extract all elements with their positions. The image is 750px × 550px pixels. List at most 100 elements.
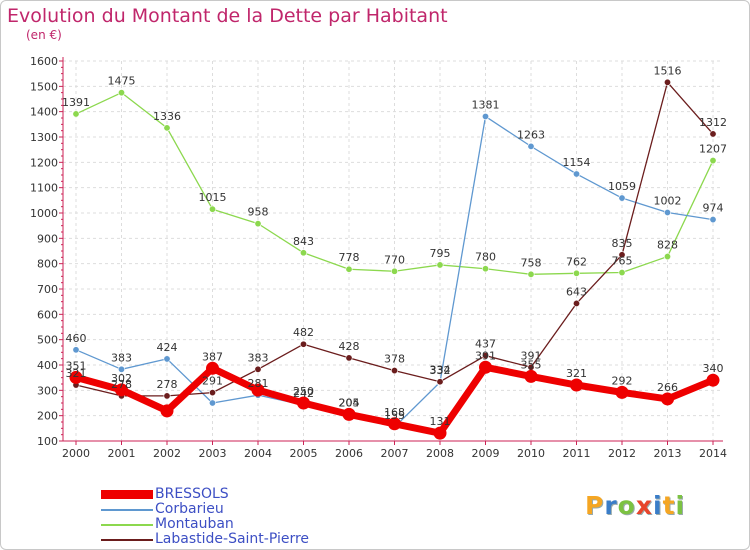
data-label: 383 [248, 351, 269, 364]
data-label: 1312 [699, 116, 727, 129]
data-label: 383 [111, 351, 132, 364]
x-tick-label: 2011 [563, 447, 591, 460]
data-label: 1263 [517, 128, 545, 141]
data-label: 1154 [563, 156, 591, 169]
data-label: 428 [339, 340, 360, 353]
data-point [527, 270, 535, 278]
data-point [436, 378, 444, 386]
chart-title: Evolution du Montant de la Dette par Hab… [7, 5, 448, 27]
data-label: 205 [339, 396, 360, 409]
data-label: 340 [703, 362, 724, 375]
y-tick-label: 1000 [30, 207, 58, 220]
y-tick-label: 800 [37, 258, 58, 271]
data-point [709, 157, 717, 165]
logo-letter: r [604, 491, 618, 520]
logo-letter: i [675, 491, 686, 520]
data-point [481, 352, 489, 360]
y-tick-label: 900 [37, 232, 58, 245]
data-label: 155 [384, 409, 405, 422]
data-point [572, 299, 580, 307]
data-point [527, 142, 535, 150]
data-point [618, 269, 626, 277]
data-label: 391 [521, 349, 542, 362]
data-point [254, 220, 262, 228]
y-tick-label: 500 [37, 334, 58, 347]
y-tick-label: 200 [37, 410, 58, 423]
legend-label: Labastide-Saint-Pierre [155, 531, 310, 547]
data-label: 387 [202, 350, 223, 363]
logo-letter: P [585, 491, 605, 520]
data-label: 762 [566, 255, 587, 268]
y-tick-label: 400 [37, 359, 58, 372]
y-tick-label: 1600 [30, 55, 58, 68]
legend-swatch [101, 524, 153, 526]
data-label: 1336 [153, 110, 181, 123]
data-point [572, 269, 580, 277]
data-point [209, 205, 217, 213]
legend-item: BRESSOLS [101, 487, 361, 503]
data-label: 482 [293, 326, 314, 339]
data-label: 242 [293, 387, 314, 400]
data-point [206, 361, 219, 375]
legend-swatch [101, 509, 153, 511]
data-point [163, 392, 171, 400]
data-point [663, 208, 671, 216]
legend-item: Labastide-Saint-Pierre [101, 532, 361, 548]
data-point [481, 112, 489, 120]
series-montauban [72, 89, 717, 278]
data-label: 1207 [699, 143, 727, 156]
data-label: 302 [111, 372, 132, 385]
data-point [661, 392, 674, 406]
data-point [709, 130, 717, 138]
x-tick-label: 2012 [608, 447, 636, 460]
data-label: 278 [157, 378, 178, 391]
data-label: 1516 [654, 64, 682, 77]
legend-label: Montauban [155, 516, 234, 532]
data-point [524, 369, 538, 383]
data-label: 828 [657, 239, 678, 252]
data-point [481, 265, 489, 273]
data-point [251, 383, 265, 397]
data-label: 1475 [108, 75, 136, 88]
data-point [118, 89, 126, 97]
x-tick-label: 2004 [244, 447, 272, 460]
proxiti-logo: Proxiti [585, 491, 685, 520]
data-point [299, 249, 307, 257]
logo-letter: o [617, 491, 636, 520]
data-point [388, 417, 401, 431]
data-point [615, 385, 629, 399]
data-label: 321 [566, 367, 587, 380]
data-point [254, 365, 262, 373]
data-label: 204 [339, 397, 360, 410]
x-tick-label: 2008 [426, 447, 454, 460]
legend-swatch [101, 490, 153, 499]
data-point [706, 373, 720, 387]
x-tick-label: 2009 [472, 447, 500, 460]
data-label: 1381 [472, 98, 500, 111]
data-label: 291 [202, 375, 223, 388]
data-label: 795 [430, 247, 451, 260]
data-label: 321 [66, 367, 87, 380]
data-point [160, 404, 174, 418]
data-point [345, 354, 353, 362]
legend-label: Corbarieu [155, 501, 224, 517]
y-tick-label: 1500 [30, 80, 58, 93]
data-label: 391 [475, 349, 496, 362]
data-label: 351 [66, 359, 87, 372]
data-label: 292 [612, 374, 633, 387]
data-point [72, 110, 80, 118]
logo-letter: i [653, 491, 663, 520]
x-tick-label: 2000 [62, 447, 90, 460]
data-point [163, 355, 171, 363]
data-point [345, 265, 353, 273]
chart-unit: (en €) [26, 28, 62, 42]
data-label: 765 [612, 255, 633, 268]
data-point [479, 360, 492, 374]
data-point [433, 426, 447, 440]
x-tick-label: 2002 [153, 447, 181, 460]
x-tick-label: 2005 [290, 447, 318, 460]
logo-letter: x [635, 491, 653, 520]
data-point [72, 346, 80, 354]
